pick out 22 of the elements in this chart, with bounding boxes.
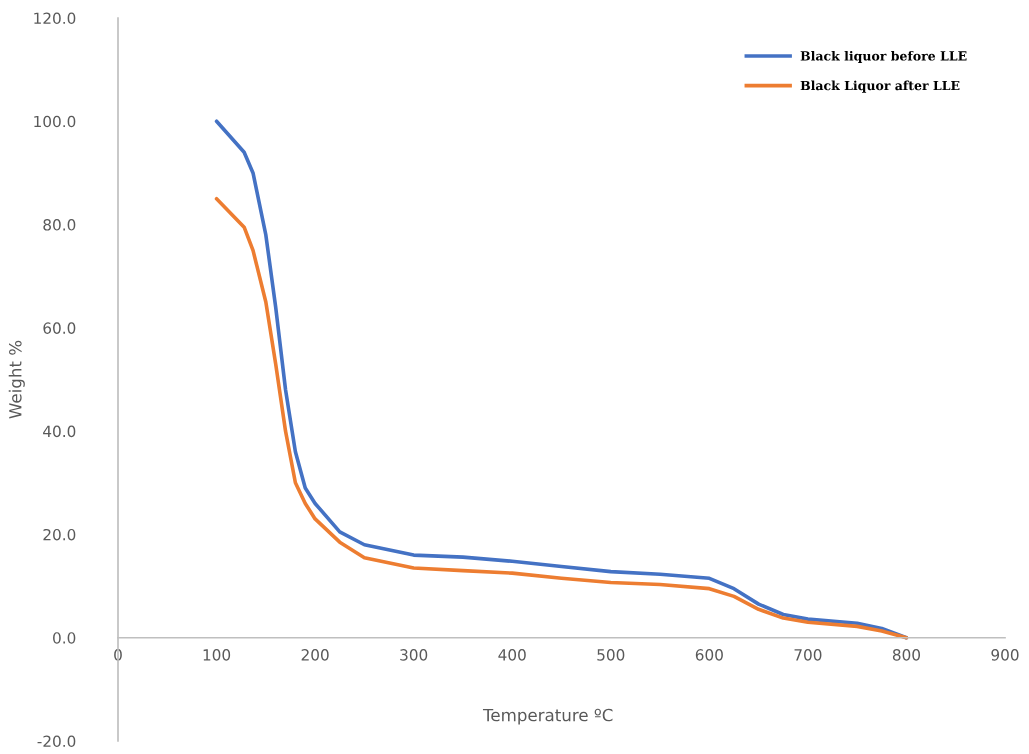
x-tick-label: 800 bbox=[892, 649, 921, 661]
y-tick-label: 60.0 bbox=[43, 322, 76, 334]
y-axis-title: Weight % bbox=[8, 340, 25, 419]
x-tick-label: 400 bbox=[498, 649, 526, 661]
y-tick-label: 20.0 bbox=[43, 528, 76, 541]
y-tick-label: 100.0 bbox=[34, 115, 76, 128]
x-tick-label: 0 bbox=[114, 649, 122, 661]
y-tick-label: 120.0 bbox=[34, 12, 76, 25]
x-tick-label: 200 bbox=[301, 649, 329, 661]
y-tick-label: -20.0 bbox=[37, 735, 76, 748]
x-axis-title: Temperature ºC bbox=[482, 708, 613, 725]
x-tick-label: 300 bbox=[400, 649, 428, 661]
x-tick-label: 600 bbox=[695, 649, 723, 661]
x-tick-label: 100 bbox=[203, 649, 231, 661]
y-tick-label: 80.0 bbox=[43, 219, 76, 231]
y-tick-label: 0.0 bbox=[53, 632, 76, 644]
x-tick-label: 500 bbox=[597, 649, 625, 661]
x-tick-label: 700 bbox=[794, 649, 822, 661]
x-tick-label: 900 bbox=[991, 649, 1019, 661]
y-tick-label: 40.0 bbox=[43, 425, 76, 438]
legend-label: Black Liquor after LLE bbox=[800, 80, 960, 93]
legend-label: Black liquor before LLE bbox=[800, 50, 967, 64]
